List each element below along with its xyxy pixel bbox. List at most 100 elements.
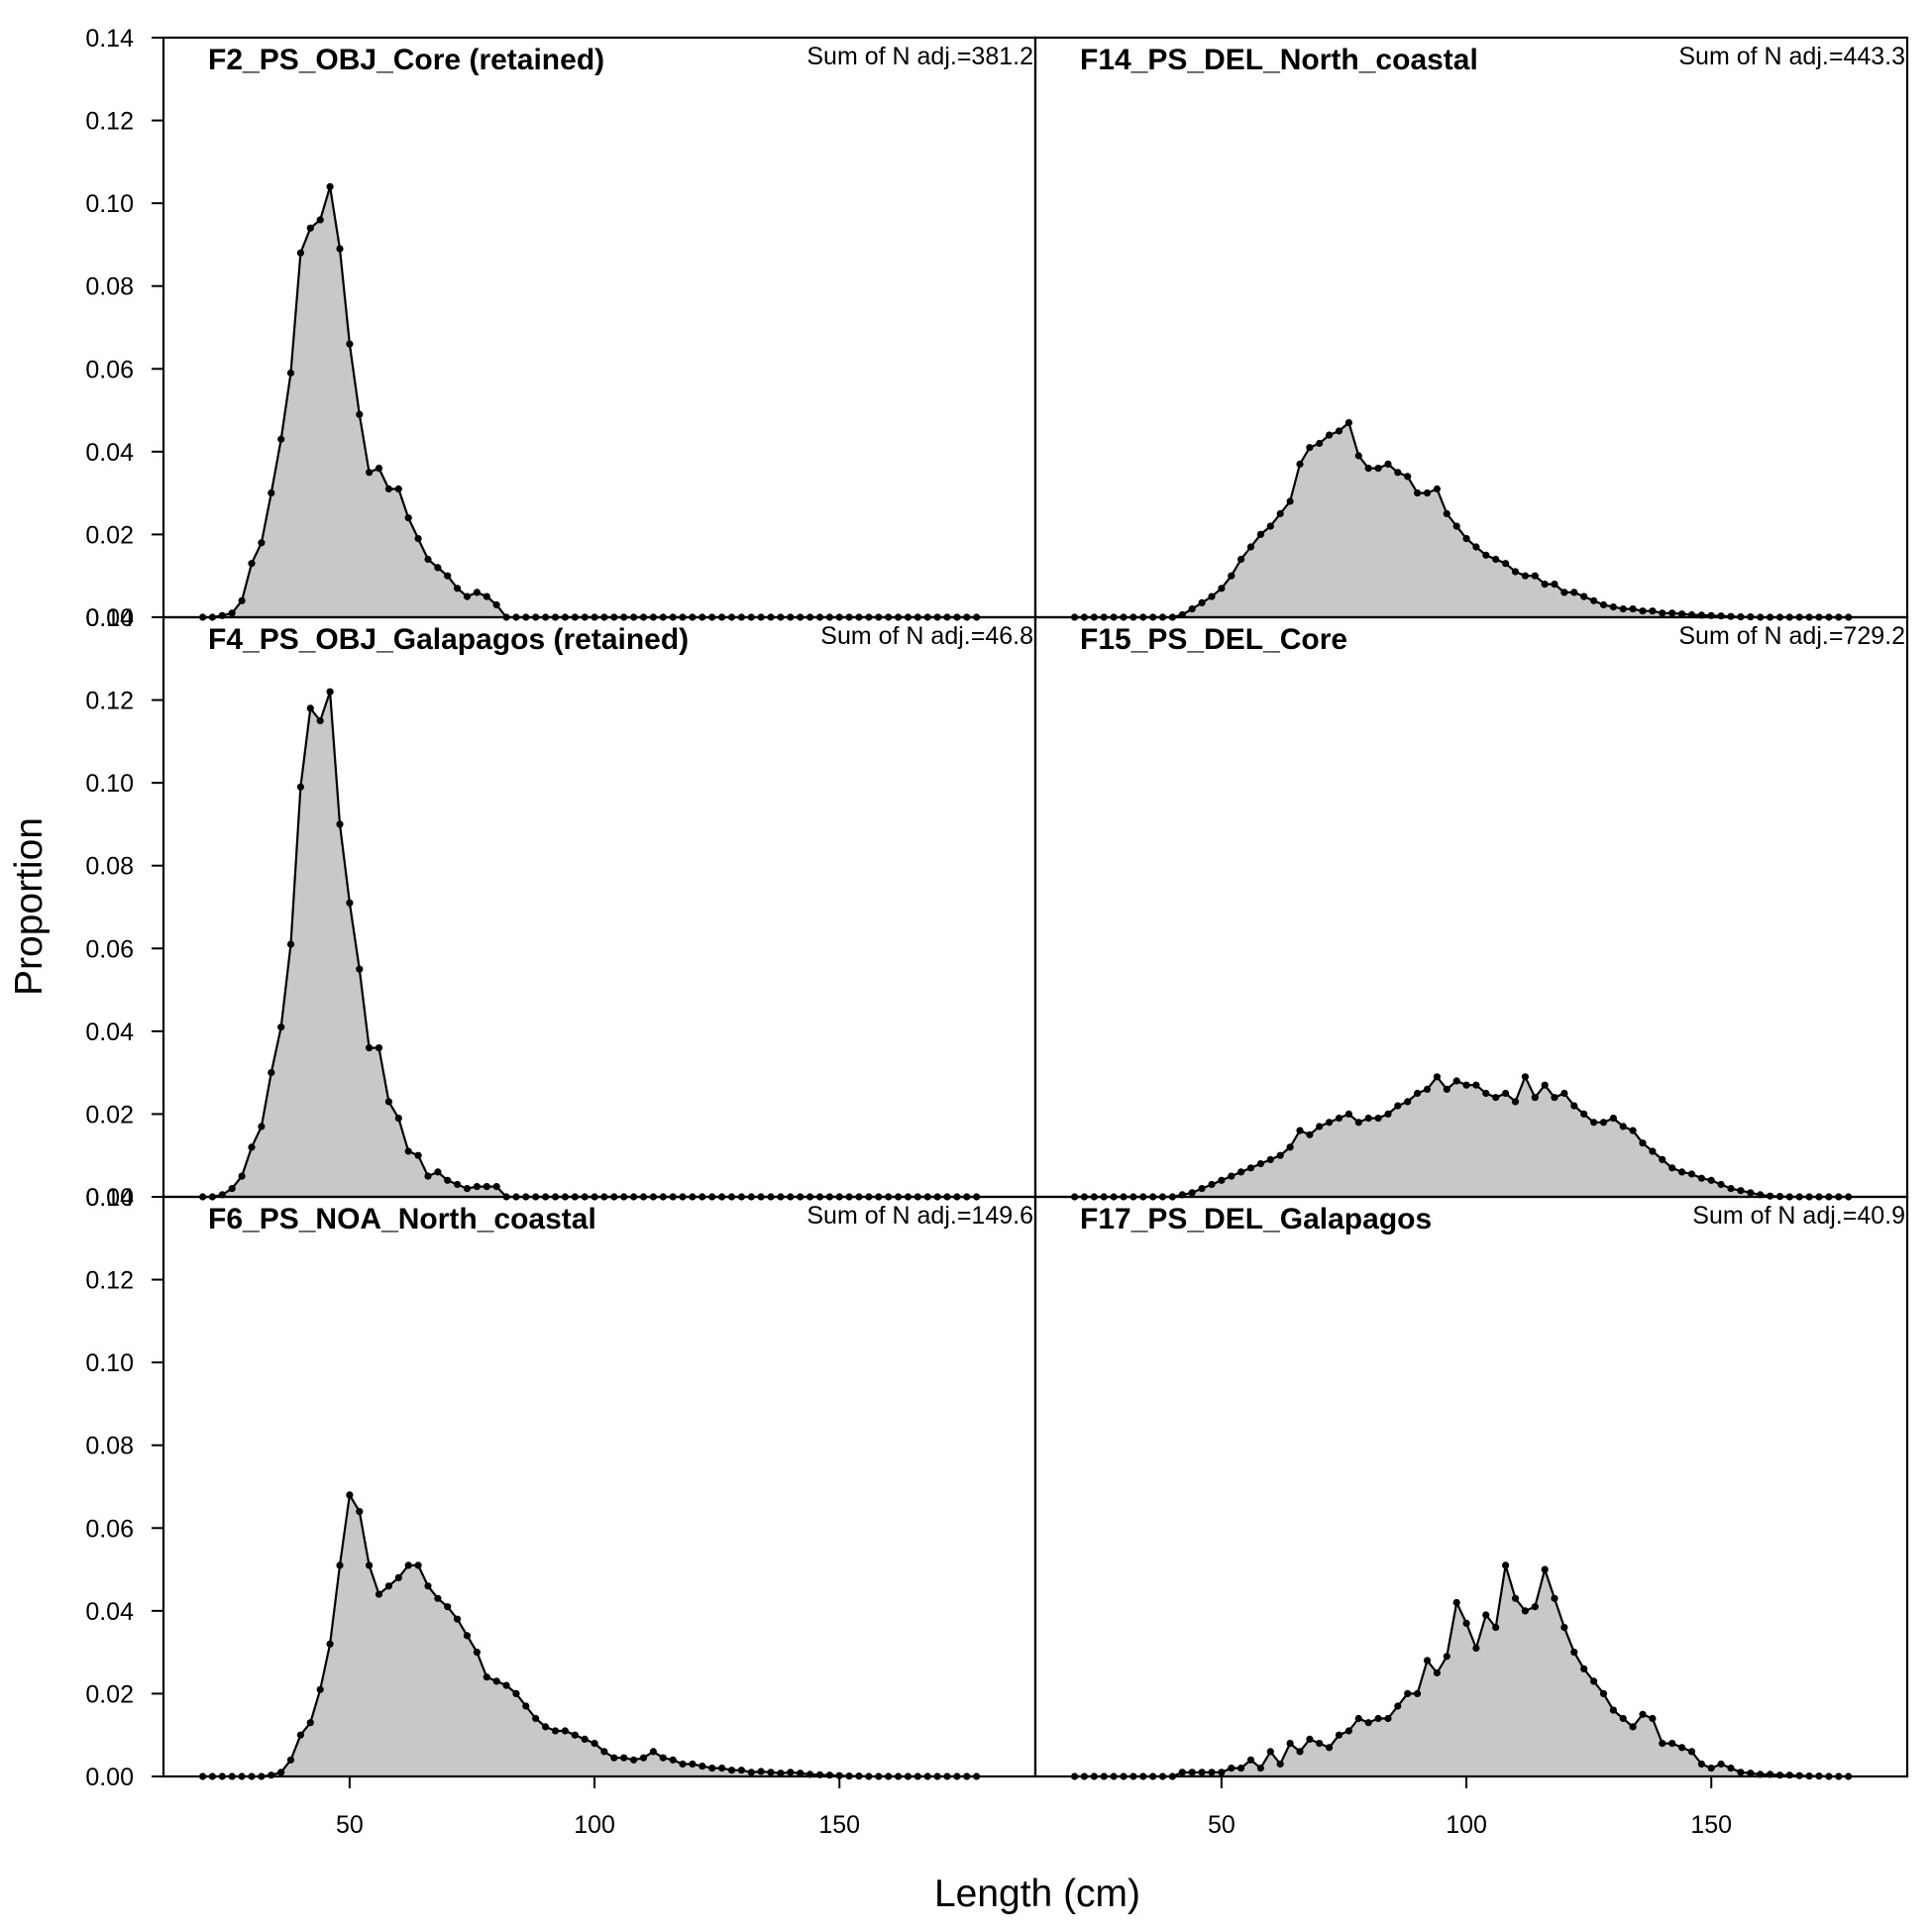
panel-title: F6_PS_NOA_North_coastal	[208, 1203, 596, 1235]
data-point	[444, 1603, 452, 1611]
data-point	[639, 1754, 648, 1762]
data-point	[1374, 1714, 1382, 1723]
y-tick-label: 0.10	[85, 190, 134, 218]
panel-n-label: Sum of N adj.=46.8	[820, 622, 1033, 650]
data-point	[1599, 1119, 1608, 1127]
data-point	[434, 564, 442, 572]
data-point	[718, 1765, 726, 1772]
data-point	[454, 1615, 462, 1623]
x-axis-title: Length (cm)	[934, 1873, 1140, 1915]
data-point	[1531, 572, 1539, 580]
data-point	[1551, 581, 1558, 589]
data-point	[366, 469, 374, 477]
data-point	[277, 435, 285, 443]
data-point	[1326, 1119, 1334, 1127]
panel-6: F17_PS_DEL_Galapagos Sum of N adj.=40.9	[1033, 1195, 1909, 1780]
data-point	[424, 1172, 432, 1180]
data-point	[424, 555, 432, 564]
panel-n-label: Sum of N adj.=381.2	[806, 43, 1033, 70]
data-point	[1326, 431, 1334, 439]
data-point	[1228, 572, 1235, 580]
data-point	[1198, 1185, 1206, 1193]
data-point	[1452, 522, 1460, 530]
data-point	[669, 1756, 677, 1764]
data-point	[1414, 1089, 1422, 1098]
data-point	[384, 484, 392, 493]
data-point	[1727, 1185, 1735, 1193]
data-point	[1344, 419, 1352, 427]
data-point	[384, 1582, 392, 1590]
y-tick-label: 0.06	[85, 1515, 134, 1543]
data-point	[248, 560, 256, 568]
y-tick-label: 0.02	[85, 1680, 134, 1708]
data-point	[1188, 1189, 1196, 1197]
data-point	[1590, 1119, 1598, 1127]
data-point	[1531, 1094, 1539, 1102]
data-point	[561, 1727, 570, 1735]
data-point	[1639, 1710, 1647, 1718]
data-point	[1472, 543, 1480, 551]
data-point	[1414, 1689, 1422, 1697]
data-point	[1580, 1110, 1588, 1118]
data-point	[1482, 551, 1490, 559]
data-point	[366, 1044, 374, 1052]
panel-n-label: Sum of N adj.=40.9	[1692, 1202, 1905, 1230]
data-point	[649, 1748, 658, 1756]
data-point	[1452, 1077, 1460, 1085]
data-point	[1462, 535, 1470, 543]
data-point	[532, 1714, 540, 1723]
data-point	[1316, 439, 1324, 448]
data-point	[1687, 1748, 1696, 1756]
data-point	[1266, 1748, 1274, 1756]
data-point	[767, 1769, 775, 1776]
y-tick-label: 0.12	[85, 688, 134, 715]
data-point	[483, 1673, 490, 1681]
data-point	[1551, 1594, 1558, 1602]
panel-frame	[1033, 36, 1909, 619]
data-point	[404, 1147, 412, 1155]
y-tick-label: 0.14	[85, 25, 134, 53]
data-point	[454, 1180, 462, 1189]
data-point	[1276, 509, 1284, 518]
data-point	[1404, 473, 1412, 481]
data-point	[1687, 1170, 1696, 1178]
y-tick-label: 0.04	[85, 1598, 134, 1626]
data-point	[1246, 1756, 1255, 1764]
data-point	[600, 1748, 608, 1756]
data-point	[1443, 509, 1450, 518]
data-point	[797, 1770, 805, 1777]
data-point	[228, 609, 236, 617]
data-point	[1354, 1714, 1362, 1723]
data-point	[1296, 1748, 1304, 1756]
data-point	[346, 1491, 354, 1499]
data-point	[1306, 1735, 1314, 1743]
data-point	[483, 592, 490, 600]
data-point	[394, 484, 402, 493]
data-point	[1237, 1765, 1245, 1772]
y-axis: 0.000.020.040.060.080.100.120.140.000.02…	[85, 25, 163, 1791]
data-point	[336, 1561, 344, 1569]
panel-2: F14_PS_DEL_North_coastal Sum of N adj.=44…	[1033, 36, 1909, 621]
data-point	[1316, 1123, 1324, 1130]
data-point	[492, 1183, 500, 1191]
data-point	[1551, 1094, 1558, 1102]
data-point	[268, 489, 275, 497]
data-point	[258, 1123, 266, 1130]
data-point	[296, 783, 304, 791]
data-point	[1256, 1160, 1264, 1168]
data-point	[356, 1508, 364, 1516]
data-point	[1609, 1115, 1617, 1123]
y-tick-label: 0.12	[85, 108, 134, 136]
data-point	[326, 1640, 334, 1648]
data-point	[522, 1702, 530, 1710]
data-point	[1629, 1127, 1637, 1134]
data-point	[356, 410, 364, 418]
data-point	[581, 1735, 589, 1743]
data-point	[1678, 1168, 1686, 1176]
data-point	[1737, 1187, 1745, 1195]
y-tick-label: 0.02	[85, 521, 134, 549]
data-point	[1374, 465, 1382, 473]
data-point	[571, 1731, 579, 1739]
data-point	[630, 1756, 638, 1764]
panels: F2_PS_OBJ_Core (retained) Sum of N adj.=3…	[161, 36, 1909, 1780]
